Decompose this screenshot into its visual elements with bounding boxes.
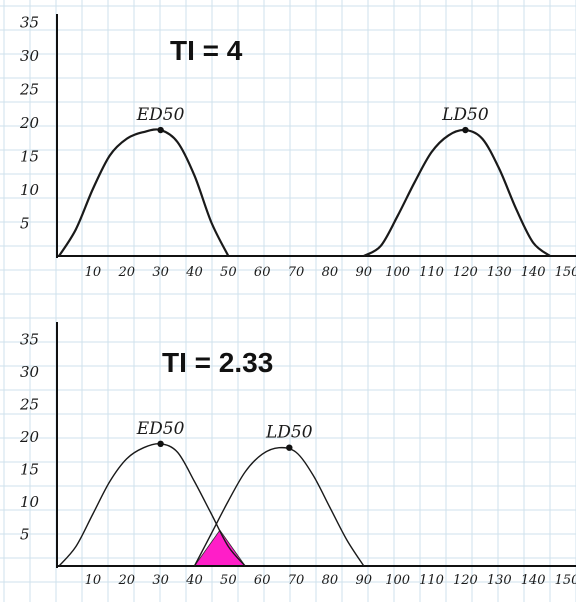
annotation-ld50: LD50 xyxy=(441,105,489,125)
series-curve-ed50 xyxy=(58,128,230,257)
x-tick-label: 110 xyxy=(419,265,444,280)
annotation-ld50: LD50 xyxy=(265,423,313,443)
y-tick-label: 20 xyxy=(19,114,40,132)
x-tick-label: 110 xyxy=(419,573,444,588)
y-tick-label: 10 xyxy=(20,181,40,199)
y-tick-label: 10 xyxy=(20,493,40,511)
x-tick-label: 30 xyxy=(152,573,169,588)
x-tick-label: 80 xyxy=(322,573,339,588)
y-tick-label: 30 xyxy=(20,363,40,381)
x-tick-label: 70 xyxy=(288,265,305,280)
x-tick-label: 130 xyxy=(487,265,512,280)
x-tick-label: 150 xyxy=(555,573,576,588)
series-curve-ld50 xyxy=(193,446,365,567)
x-tick-label: 90 xyxy=(356,573,373,588)
x-tick-label: 40 xyxy=(185,265,203,280)
x-tick-label: 60 xyxy=(254,265,271,280)
x-tick-label: 80 xyxy=(322,265,339,280)
x-tick-label: 100 xyxy=(385,265,410,280)
x-tick-label: 60 xyxy=(254,573,271,588)
y-tick-label: 15 xyxy=(20,461,39,479)
x-tick-label: 140 xyxy=(521,265,546,280)
x-tick-label: 120 xyxy=(453,573,478,588)
peak-point xyxy=(157,440,164,447)
x-tick-label: 30 xyxy=(152,265,169,280)
y-tick-label: 25 xyxy=(19,396,39,414)
x-tick-label: 20 xyxy=(117,573,135,588)
x-tick-label: 40 xyxy=(185,573,203,588)
y-tick-label: 35 xyxy=(20,331,39,349)
x-tick-label: 20 xyxy=(117,265,135,280)
x-tick-label: 50 xyxy=(220,573,237,588)
chart-ti-4: TI = 4 5 10 15 20 25 30 35 10 20 30 40 50 60 70 80 90 10… xyxy=(19,14,576,280)
x-tick-label: 140 xyxy=(521,573,546,588)
chart-title: TI = 4 xyxy=(170,35,243,66)
chart-ti-2-33: TI = 2.33 5 10 15 20 25 30 35 10 20 30 40 50 60 70 80 9… xyxy=(19,322,576,588)
x-tick-label: 10 xyxy=(85,265,102,280)
x-tick-label: 10 xyxy=(85,573,102,588)
y-tick-label: 35 xyxy=(20,14,39,32)
y-tick-label: 25 xyxy=(19,81,39,99)
y-tick-label: 20 xyxy=(19,428,40,446)
annotation-ed50: ED50 xyxy=(136,105,185,125)
peak-point xyxy=(157,126,164,134)
chart-title: TI = 2.33 xyxy=(162,347,273,378)
peak-point xyxy=(462,126,469,134)
y-tick-label: 5 xyxy=(20,526,30,544)
x-tick-label: 150 xyxy=(555,265,576,280)
x-tick-label: 50 xyxy=(220,265,237,280)
y-tick-label: 30 xyxy=(20,47,40,65)
x-tick-label: 90 xyxy=(356,265,373,280)
series-curve-ed50 xyxy=(58,442,246,567)
peak-point xyxy=(286,444,293,451)
x-tick-label: 130 xyxy=(487,573,512,588)
series-curve-ld50 xyxy=(363,128,551,257)
y-tick-label: 5 xyxy=(20,215,30,233)
y-tick-label: 15 xyxy=(20,148,39,166)
x-tick-label: 100 xyxy=(385,573,410,588)
x-tick-label: 120 xyxy=(453,265,478,280)
annotation-ed50: ED50 xyxy=(136,419,185,439)
x-tick-label: 70 xyxy=(288,573,305,588)
